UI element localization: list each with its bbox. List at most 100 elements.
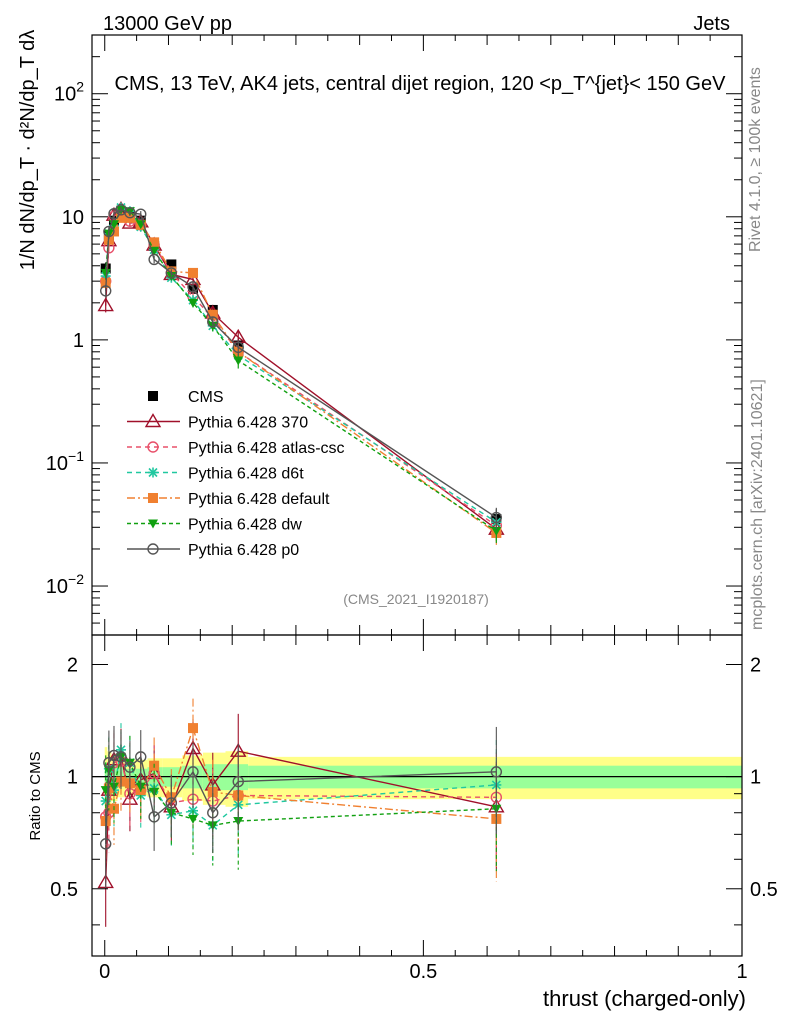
data-point bbox=[232, 341, 244, 354]
legend-label: Pythia 6.428 d6t bbox=[188, 466, 304, 483]
data-point bbox=[188, 267, 199, 278]
legend-marker bbox=[148, 391, 158, 401]
y-tick-label: 10−2 bbox=[46, 571, 84, 598]
y-tick-label: 1 bbox=[73, 330, 84, 352]
ratio-point bbox=[148, 811, 160, 823]
ratio-point bbox=[108, 749, 120, 762]
ratio-point bbox=[188, 814, 199, 824]
data-point bbox=[166, 259, 177, 270]
data-point bbox=[100, 285, 112, 297]
legend-marker bbox=[148, 467, 158, 478]
main-plot-series bbox=[97, 200, 505, 545]
ratio-y-tick-label-right: 2 bbox=[750, 654, 761, 676]
chart-title: CMS, 13 TeV, AK4 jets, central dijet reg… bbox=[115, 73, 727, 95]
data-point bbox=[103, 225, 115, 238]
legend-label: Pythia 6.428 dw bbox=[188, 517, 302, 534]
ratio-series-pythia-6.428-p0 bbox=[100, 725, 503, 889]
legend-entry: CMS bbox=[148, 389, 224, 406]
data-point bbox=[490, 511, 503, 524]
mcplots-label: mcplots.cern.ch [arXiv:2401.10621] bbox=[749, 379, 766, 630]
data-point bbox=[135, 208, 147, 220]
main-ylabel: 1/N dN/dp_T · d²N/dp_T dλ bbox=[17, 30, 39, 271]
ratio-line bbox=[105, 754, 497, 844]
y-tick-exponent: 2 bbox=[76, 79, 84, 95]
legend-label: Pythia 6.428 atlas-csc bbox=[188, 440, 345, 457]
ratio-point bbox=[232, 775, 244, 788]
data-point bbox=[491, 526, 502, 536]
ratio-plot-frame bbox=[91, 634, 743, 957]
ratio-point bbox=[124, 761, 136, 773]
data-point bbox=[233, 356, 244, 366]
ratio-point bbox=[490, 766, 503, 778]
legend-entry: Pythia 6.428 370 bbox=[127, 413, 308, 432]
data-point bbox=[148, 253, 160, 266]
data-point bbox=[165, 267, 178, 279]
ratio-series-pythia-6.428-370 bbox=[97, 713, 505, 927]
legend-entry: Pythia 6.428 dw bbox=[127, 517, 302, 534]
series-line bbox=[105, 209, 497, 532]
header-energy-label: 13000 GeV pp bbox=[103, 13, 232, 35]
x-tick-label: 0.5 bbox=[409, 961, 437, 983]
ratio-point bbox=[165, 797, 178, 809]
series-cms bbox=[100, 210, 502, 531]
legend-label: Pythia 6.428 default bbox=[188, 491, 330, 508]
y-tick-base: 10 bbox=[54, 84, 76, 106]
header-jets-label: Jets bbox=[693, 13, 730, 35]
ratio-point bbox=[188, 723, 199, 734]
legend-marker bbox=[148, 493, 158, 503]
x-tick-label: 0 bbox=[99, 961, 110, 983]
ratio-xlabel: thrust (charged-only) bbox=[543, 986, 746, 1011]
ratio-y-tick-label-right: 0.5 bbox=[750, 879, 778, 901]
y-tick-base: 10 bbox=[46, 453, 68, 475]
ratio-point bbox=[207, 807, 219, 819]
ratio-ylabel: Ratio to CMS bbox=[27, 751, 44, 840]
chart-title-line: CMS, 13 TeV, AK4 jets, central dijet reg… bbox=[115, 73, 727, 95]
data-point bbox=[207, 309, 218, 320]
x-tick-label: 1 bbox=[736, 961, 747, 983]
legend-marker bbox=[147, 441, 159, 453]
legend-entry: Pythia 6.428 atlas-csc bbox=[127, 440, 345, 457]
y-tick-exponent: −1 bbox=[68, 448, 84, 464]
y-tick-base: 10 bbox=[62, 207, 84, 229]
series-line bbox=[105, 206, 497, 523]
data-point bbox=[188, 298, 199, 308]
y-tick-label: 10 bbox=[62, 207, 84, 229]
data-point bbox=[187, 281, 199, 293]
legend-label: Pythia 6.428 p0 bbox=[188, 542, 299, 559]
ratio-y-tick-label: 2 bbox=[67, 654, 78, 676]
y-tick-label: 102 bbox=[54, 79, 84, 106]
y-tick-label: 10−1 bbox=[46, 448, 84, 475]
rivet-version-label: Rivet 4.1.0, ≥ 100k events bbox=[747, 67, 764, 252]
data-point bbox=[97, 297, 114, 312]
y-tick-base: 1 bbox=[73, 330, 84, 352]
legend-marker bbox=[148, 519, 158, 529]
series-line bbox=[105, 209, 497, 519]
legend: CMS Pythia 6.428 370 Pythia 6.428 atlas-cs… bbox=[127, 389, 345, 559]
ratio-y-tick-label-right: 1 bbox=[750, 767, 761, 789]
ratio-point bbox=[115, 751, 127, 763]
ratio-y-tick-label: 0.5 bbox=[50, 879, 78, 901]
legend-entry: Pythia 6.428 d6t bbox=[127, 466, 304, 483]
data-point bbox=[100, 268, 111, 278]
y-tick-base: 10 bbox=[46, 576, 68, 598]
legend-entry: Pythia 6.428 p0 bbox=[127, 542, 299, 559]
legend-label: Pythia 6.428 370 bbox=[188, 415, 308, 432]
data-point bbox=[115, 212, 126, 223]
legend-entry: Pythia 6.428 default bbox=[127, 491, 330, 508]
data-point bbox=[124, 206, 136, 219]
y-tick-exponent: −2 bbox=[68, 571, 84, 587]
data-point bbox=[207, 316, 219, 328]
ratio-point bbox=[187, 766, 199, 778]
legend-label: CMS bbox=[188, 389, 224, 406]
legend-marker bbox=[147, 543, 159, 555]
ratio-point bbox=[100, 838, 112, 850]
ratio-point bbox=[135, 751, 147, 763]
ratio-plot-series bbox=[97, 698, 505, 927]
data-point bbox=[149, 237, 160, 248]
analysis-watermark: (CMS_2021_I1920187) bbox=[343, 591, 489, 607]
series-pythia-6.428-p0 bbox=[100, 204, 503, 530]
ratio-y-tick-label: 1 bbox=[67, 767, 78, 789]
legend-marker bbox=[144, 413, 162, 428]
